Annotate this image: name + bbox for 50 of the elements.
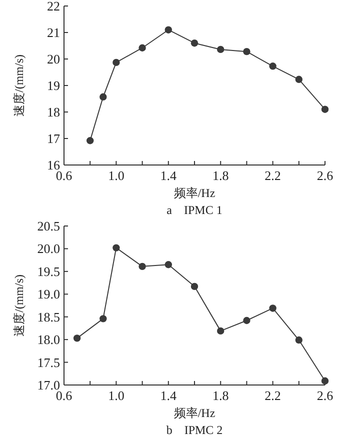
x-tick-label: 1.8 bbox=[212, 168, 229, 183]
y-tick-label: 20.0 bbox=[37, 241, 60, 256]
y-axis-title: 速度/(mm/s) bbox=[12, 274, 26, 336]
x-tick-label: 1.0 bbox=[108, 388, 124, 403]
y-axis-title: 速度/(mm/s) bbox=[12, 54, 26, 116]
point bbox=[269, 304, 276, 312]
y-tick-label: 19.0 bbox=[37, 286, 60, 302]
point bbox=[217, 46, 224, 54]
x-tick-label: 1.4 bbox=[160, 388, 178, 403]
point bbox=[138, 262, 146, 270]
point bbox=[190, 40, 198, 47]
point bbox=[100, 315, 107, 322]
point bbox=[100, 93, 107, 100]
x-tick-label: 1.8 bbox=[212, 388, 229, 403]
point bbox=[217, 327, 224, 335]
point bbox=[269, 62, 276, 70]
y-tick-label: 19.5 bbox=[37, 264, 60, 279]
y-tick-label: 20 bbox=[47, 52, 60, 66]
y-tick-label: 22 bbox=[47, 0, 60, 14]
point bbox=[243, 48, 250, 56]
x-tick-label: 2.6 bbox=[316, 388, 334, 403]
x-tick-label: 2.2 bbox=[264, 388, 281, 403]
x-axis-title: 频率/Hz bbox=[174, 406, 216, 420]
x-tick-label: 1.4 bbox=[160, 168, 178, 183]
point bbox=[112, 244, 120, 252]
text: b IPMC 2 bbox=[166, 423, 223, 437]
point bbox=[86, 137, 94, 144]
point bbox=[295, 336, 302, 344]
text: a IPMC 1 bbox=[166, 203, 222, 217]
y-tick-label: 18.0 bbox=[37, 332, 60, 348]
x-tick-label: 1.0 bbox=[108, 168, 124, 183]
y-tick-label: 21 bbox=[47, 25, 60, 40]
point bbox=[164, 261, 172, 268]
point bbox=[73, 334, 81, 342]
y-tick-label: 18.5 bbox=[37, 309, 60, 324]
point bbox=[321, 106, 329, 113]
point bbox=[138, 44, 146, 52]
y-tick-label: 19 bbox=[47, 78, 60, 93]
y-tick-label: 17.5 bbox=[37, 354, 60, 370]
point bbox=[243, 316, 250, 324]
y-tick-label: 20.5 bbox=[37, 218, 60, 234]
x-tick-label: 2.2 bbox=[264, 168, 281, 183]
point bbox=[164, 26, 172, 34]
y-tick-label: 17 bbox=[47, 131, 60, 146]
x-tick-label: 2.6 bbox=[316, 168, 334, 183]
point bbox=[295, 76, 302, 84]
point bbox=[190, 282, 198, 290]
point bbox=[112, 58, 120, 66]
x-axis-title: 频率/Hz bbox=[174, 186, 216, 200]
y-tick-label: 18 bbox=[47, 104, 60, 120]
